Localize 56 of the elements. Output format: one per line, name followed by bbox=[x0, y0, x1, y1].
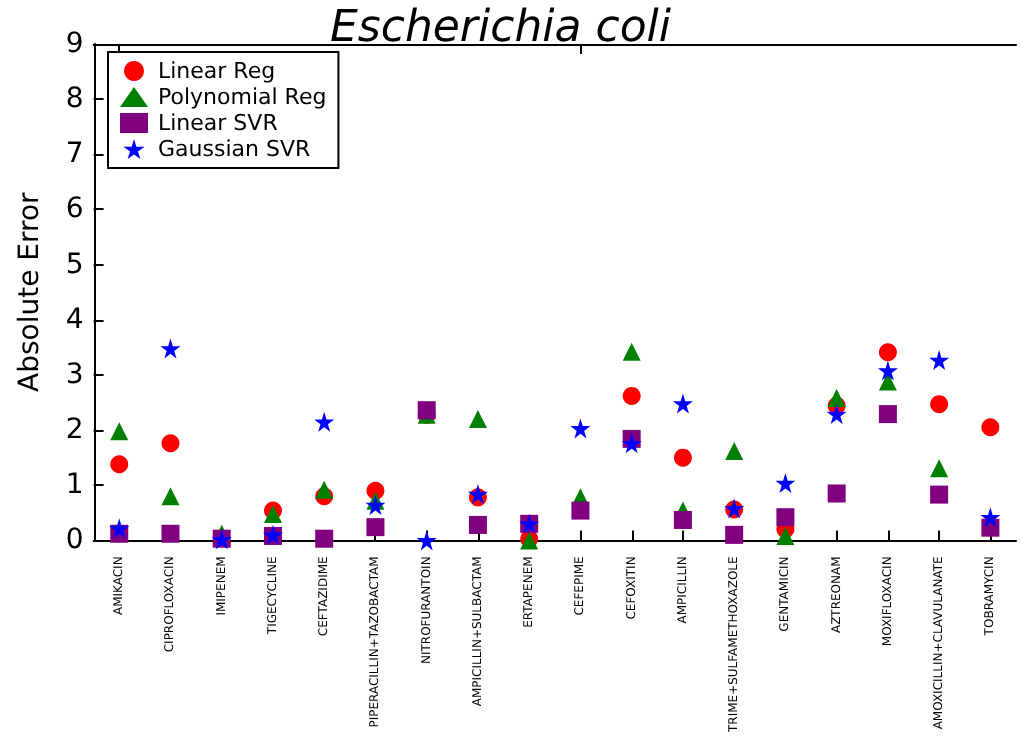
point bbox=[930, 485, 949, 504]
point bbox=[930, 459, 949, 478]
legend-label: Linear SVR bbox=[158, 110, 279, 136]
point bbox=[315, 480, 334, 499]
point bbox=[827, 484, 846, 503]
y-tick-label: 9 bbox=[65, 28, 84, 60]
y-tick-label: 8 bbox=[65, 83, 84, 116]
y-axis-title: Absolute Error bbox=[14, 191, 46, 392]
point bbox=[416, 530, 437, 551]
point bbox=[878, 343, 897, 362]
point bbox=[110, 422, 129, 441]
point bbox=[673, 448, 692, 467]
y-tick-label: 0 bbox=[65, 524, 84, 557]
point bbox=[930, 395, 949, 414]
legend-label: Gaussian SVR bbox=[158, 136, 311, 162]
point bbox=[775, 473, 796, 494]
point bbox=[929, 350, 950, 371]
point bbox=[109, 518, 130, 539]
point bbox=[161, 434, 180, 453]
point bbox=[776, 526, 795, 545]
point bbox=[161, 487, 180, 506]
point bbox=[468, 410, 487, 429]
point bbox=[725, 442, 744, 461]
point bbox=[570, 418, 591, 439]
point bbox=[365, 495, 386, 516]
point bbox=[160, 338, 181, 359]
y-tick-label: 6 bbox=[65, 193, 84, 226]
point bbox=[366, 518, 385, 537]
point bbox=[571, 501, 590, 520]
point bbox=[878, 405, 897, 424]
y-tick-label: 7 bbox=[65, 138, 84, 171]
point bbox=[826, 404, 847, 425]
point bbox=[110, 455, 129, 474]
point bbox=[622, 386, 641, 405]
y-tick-label: 2 bbox=[65, 414, 84, 447]
point bbox=[314, 411, 335, 432]
point bbox=[981, 418, 1000, 437]
point bbox=[673, 510, 692, 529]
legend-label: Linear Reg bbox=[158, 58, 276, 84]
chart-title: Escherichia coli bbox=[330, 3, 671, 53]
y-tick-label: 1 bbox=[65, 469, 84, 502]
y-tick-label: 5 bbox=[65, 248, 84, 281]
point bbox=[468, 515, 487, 534]
point bbox=[776, 508, 795, 527]
point bbox=[622, 342, 641, 361]
point bbox=[725, 525, 744, 544]
point bbox=[980, 507, 1001, 528]
y-tick-label: 3 bbox=[65, 358, 84, 391]
legend-label: Polynomial Reg bbox=[158, 84, 327, 110]
point bbox=[161, 524, 180, 543]
point bbox=[315, 529, 334, 548]
y-tick-label: 4 bbox=[65, 303, 84, 336]
point bbox=[877, 360, 898, 381]
point bbox=[621, 433, 642, 454]
point bbox=[672, 393, 693, 414]
point bbox=[827, 389, 846, 408]
